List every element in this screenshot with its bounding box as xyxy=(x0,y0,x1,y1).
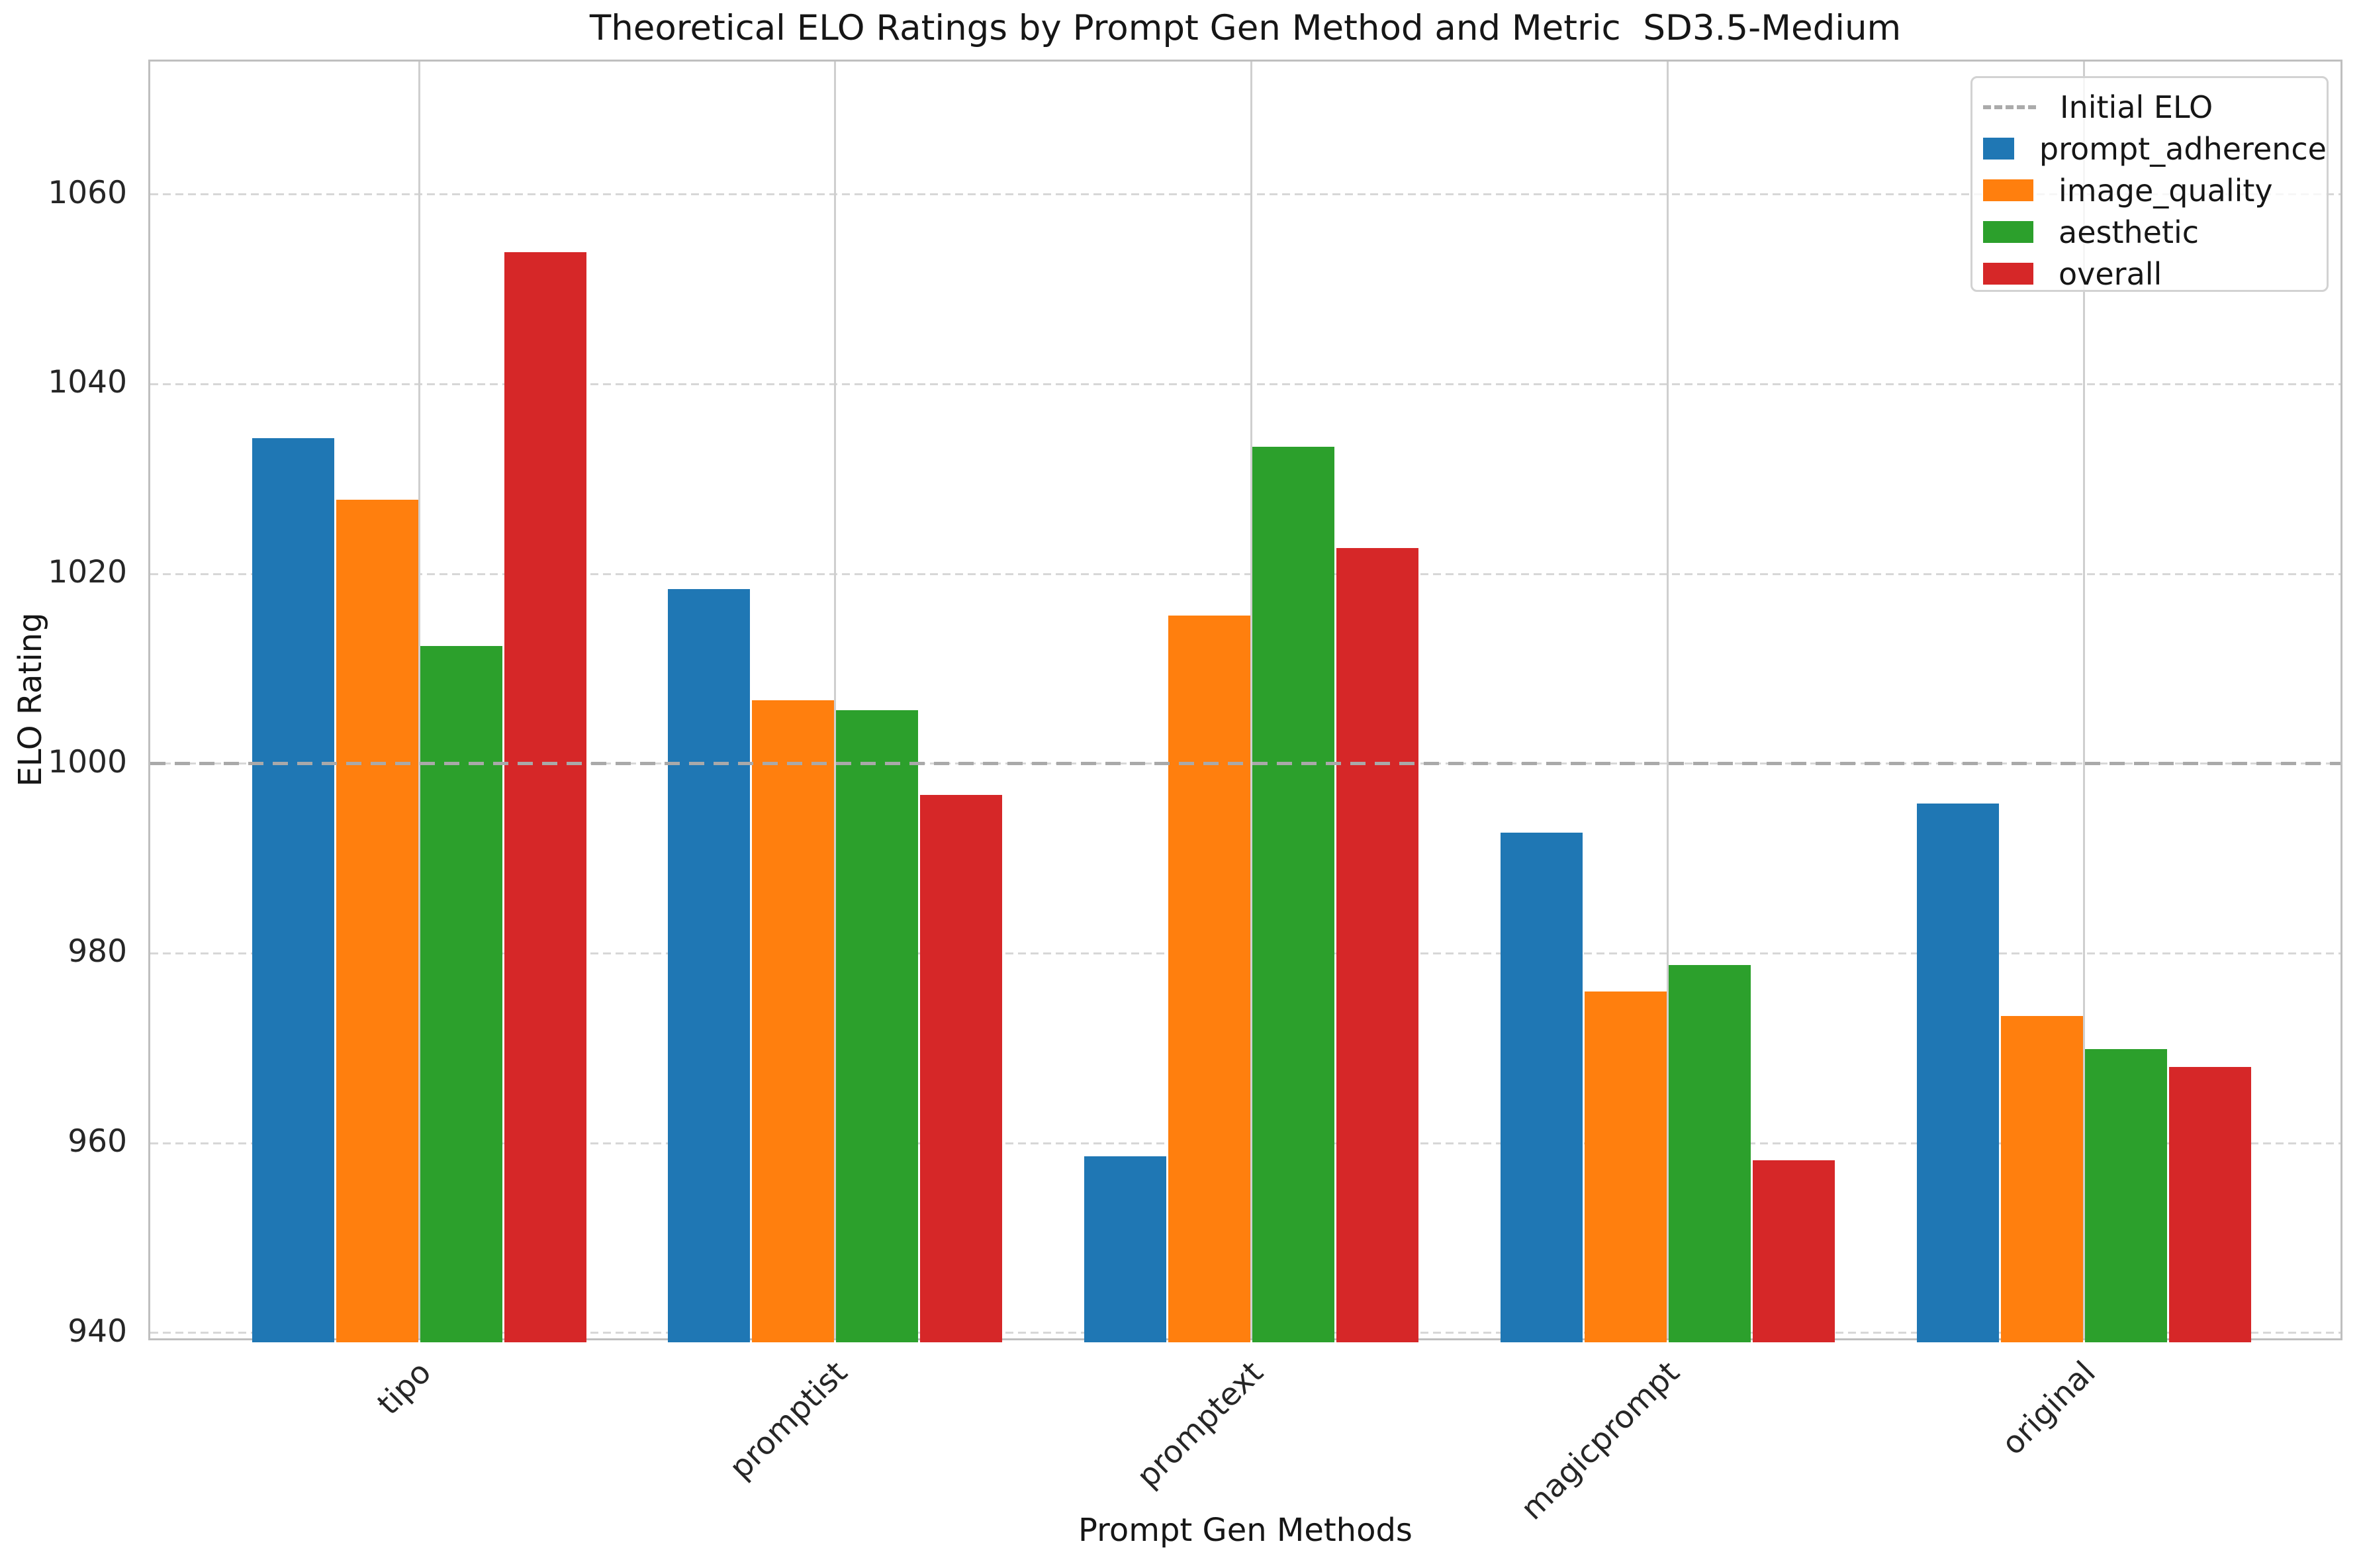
h-gridline-1020 xyxy=(150,573,2340,575)
x-tick-label-original: original xyxy=(1994,1354,2104,1463)
legend: Initial ELO prompt_adherence image_quality… xyxy=(1970,76,2329,292)
v-gridline-promptext xyxy=(1250,62,1252,1338)
legend-item-initial-elo: Initial ELO xyxy=(1983,86,2327,128)
legend-item-prompt_adherence: prompt_adherence xyxy=(1983,128,2327,169)
x-tick-label-magicprompt: magicprompt xyxy=(1514,1354,1687,1528)
y-tick-label-1040: 1040 xyxy=(48,364,127,401)
bar-promptist-image_quality xyxy=(752,700,835,1342)
y-tick-label-940: 940 xyxy=(68,1313,127,1350)
legend-item-overall: overall xyxy=(1983,253,2327,295)
bar-promptext-prompt_adherence xyxy=(1084,1156,1166,1342)
v-gridline-promptist xyxy=(834,62,837,1338)
bar-tipo-overall xyxy=(504,252,586,1342)
bar-magicprompt-prompt_adherence xyxy=(1500,833,1583,1342)
v-gridline-original xyxy=(2082,62,2085,1338)
bar-promptext-image_quality xyxy=(1168,616,1250,1342)
dashed-line-icon xyxy=(1983,105,2036,109)
h-gridline-1040 xyxy=(150,383,2340,385)
bar-magicprompt-image_quality xyxy=(1584,991,1667,1342)
bar-original-aesthetic xyxy=(2084,1049,2167,1342)
initial-elo-line xyxy=(150,762,2340,766)
legend-label-initial-elo: Initial ELO xyxy=(2060,89,2213,125)
legend-item-aesthetic: aesthetic xyxy=(1983,211,2327,253)
legend-label-prompt_adherence: prompt_adherence xyxy=(2039,130,2327,167)
legend-label-image_quality: image_quality xyxy=(2059,172,2273,208)
color-swatch-icon xyxy=(1983,179,2033,201)
chart-title: Theoretical ELO Ratings by Prompt Gen Me… xyxy=(589,8,1902,48)
bar-original-image_quality xyxy=(2000,1015,2083,1342)
y-tick-label-1000: 1000 xyxy=(48,743,127,780)
bar-original-prompt_adherence xyxy=(1916,803,1999,1342)
y-tick-label-1060: 1060 xyxy=(48,174,127,211)
color-swatch-icon xyxy=(1983,263,2033,285)
color-swatch-icon xyxy=(1983,138,2014,160)
bar-magicprompt-overall xyxy=(1752,1160,1835,1342)
bar-promptist-prompt_adherence xyxy=(668,588,751,1342)
bar-promptext-overall xyxy=(1336,548,1418,1342)
bar-tipo-prompt_adherence xyxy=(252,438,334,1342)
bar-promptist-aesthetic xyxy=(836,710,919,1342)
bar-tipo-image_quality xyxy=(336,500,418,1342)
bar-promptist-overall xyxy=(920,794,1003,1342)
x-tick-label-promptext: promptext xyxy=(1130,1354,1271,1495)
y-tick-label-1020: 1020 xyxy=(48,554,127,590)
x-axis-label: Prompt Gen Methods xyxy=(1078,1512,1413,1549)
bar-original-overall xyxy=(2168,1067,2251,1342)
y-tick-label-960: 960 xyxy=(68,1123,127,1160)
x-tick-label-promptist: promptist xyxy=(722,1354,855,1487)
bar-promptext-aesthetic xyxy=(1252,446,1334,1342)
x-tick-label-tipo: tipo xyxy=(370,1354,439,1422)
legend-item-image_quality: image_quality xyxy=(1983,169,2327,211)
legend-label-overall: overall xyxy=(2059,255,2162,292)
legend-label-aesthetic: aesthetic xyxy=(2059,214,2200,250)
bar-magicprompt-aesthetic xyxy=(1668,964,1751,1342)
v-gridline-tipo xyxy=(418,62,420,1338)
color-swatch-icon xyxy=(1983,221,2033,243)
h-gridline-1060 xyxy=(150,193,2340,196)
y-tick-label-980: 980 xyxy=(68,933,127,970)
bar-tipo-aesthetic xyxy=(420,645,502,1342)
v-gridline-magicprompt xyxy=(1666,62,1669,1338)
